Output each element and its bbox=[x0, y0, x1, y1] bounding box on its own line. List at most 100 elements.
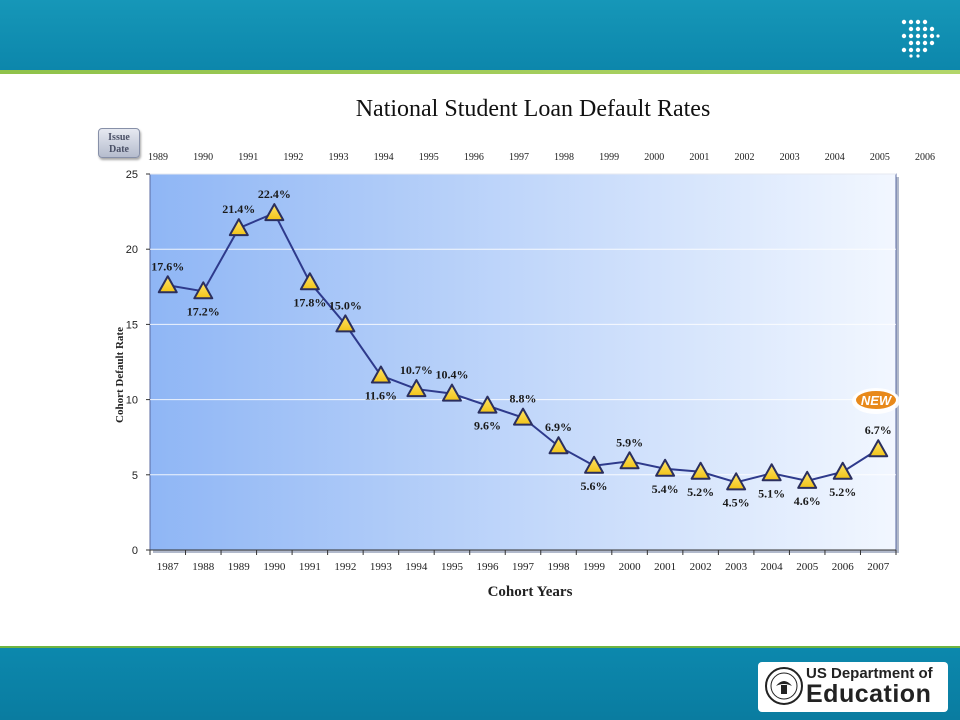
data-point-marker bbox=[761, 463, 782, 482]
data-label: 17.6% bbox=[151, 259, 184, 273]
issue-year-label: 1995 bbox=[419, 152, 439, 163]
data-label: 10.4% bbox=[435, 368, 468, 382]
y-axis-label: Cohort Default Rate bbox=[114, 327, 126, 423]
y-tick-label: 25 bbox=[126, 169, 138, 181]
data-label: 5.6% bbox=[581, 479, 608, 493]
data-point-marker bbox=[157, 275, 178, 294]
data-point-marker bbox=[584, 455, 605, 474]
x-tick-label: 1996 bbox=[476, 561, 499, 573]
data-point-marker bbox=[548, 436, 569, 455]
x-tick-label: 2002 bbox=[690, 561, 712, 573]
issue-date-label: Issue Date bbox=[98, 128, 140, 158]
svg-text:NEW: NEW bbox=[861, 393, 893, 408]
data-label: 6.9% bbox=[545, 420, 572, 434]
issue-year-label: 1993 bbox=[328, 152, 348, 163]
x-tick-label: 2005 bbox=[796, 561, 819, 573]
header-band bbox=[0, 0, 960, 72]
data-point-marker bbox=[655, 458, 676, 477]
x-axis-label: Cohort Years bbox=[488, 584, 573, 600]
data-point-marker bbox=[477, 395, 498, 414]
issue-year-label: 1997 bbox=[509, 152, 529, 163]
data-point-marker bbox=[370, 365, 391, 384]
x-tick-label: 1989 bbox=[228, 561, 251, 573]
data-label: 9.6% bbox=[474, 419, 501, 433]
x-tick-label: 2004 bbox=[761, 561, 784, 573]
x-tick-label: 2001 bbox=[654, 561, 676, 573]
data-label: 5.4% bbox=[652, 482, 679, 496]
x-tick-label: 1990 bbox=[263, 561, 286, 573]
x-tick-label: 1999 bbox=[583, 561, 606, 573]
x-tick-label: 1988 bbox=[192, 561, 215, 573]
data-point-marker bbox=[513, 407, 533, 426]
data-label: 4.6% bbox=[794, 494, 821, 508]
data-label: 22.4% bbox=[258, 187, 291, 201]
footer-accent-stripe bbox=[0, 646, 960, 649]
data-point-marker bbox=[690, 461, 711, 480]
x-tick-label: 1987 bbox=[157, 561, 180, 573]
data-label: 17.8% bbox=[293, 295, 326, 309]
data-label: 8.8% bbox=[510, 392, 537, 406]
chart-title: National Student Loan Default Rates bbox=[355, 96, 711, 122]
issue-year-label: 2006 bbox=[915, 152, 935, 163]
x-tick-label: 1997 bbox=[512, 561, 535, 573]
org-line2: Education bbox=[806, 680, 932, 708]
data-point-marker bbox=[832, 461, 853, 480]
data-label: 21.4% bbox=[222, 202, 255, 216]
issue-year-label: 2001 bbox=[689, 152, 709, 163]
data-point-marker bbox=[299, 272, 320, 291]
y-tick-label: 10 bbox=[126, 395, 138, 407]
issue-year-label: 2004 bbox=[825, 152, 845, 163]
x-tick-label: 2006 bbox=[832, 561, 855, 573]
data-point-marker bbox=[406, 379, 427, 398]
line-chart: 0 5 10 15 20 25 1987 1988 1989 1990 1991 1992 1993 1… bbox=[114, 152, 935, 600]
issue-year-label: 2002 bbox=[735, 152, 755, 163]
data-point-marker bbox=[193, 281, 214, 300]
issue-year-label: 1998 bbox=[554, 152, 574, 163]
x-tick-label: 2007 bbox=[867, 561, 890, 573]
new-badge: NEW bbox=[852, 388, 900, 414]
issue-year-label: 2000 bbox=[644, 152, 664, 163]
issue-year-label: 1999 bbox=[599, 152, 619, 163]
data-label: 10.7% bbox=[400, 363, 433, 377]
y-tick-label: 0 bbox=[132, 545, 138, 557]
data-label: 5.2% bbox=[687, 485, 714, 499]
x-tick-label: 1991 bbox=[299, 561, 321, 573]
data-point-marker bbox=[228, 218, 249, 237]
data-point-marker bbox=[264, 203, 285, 222]
issue-year-label: 1990 bbox=[193, 152, 213, 163]
y-tick-label: 20 bbox=[126, 244, 138, 256]
x-tick-label: 2000 bbox=[619, 561, 642, 573]
y-tick-label: 5 bbox=[132, 470, 138, 482]
data-point-marker bbox=[797, 470, 818, 489]
x-tick-label: 1992 bbox=[334, 561, 356, 573]
data-point-marker bbox=[619, 451, 640, 470]
x-tick-label: 1998 bbox=[548, 561, 571, 573]
data-label: 11.6% bbox=[365, 389, 397, 403]
issue-year-label: 1989 bbox=[148, 152, 168, 163]
x-tick-label: 1993 bbox=[370, 561, 393, 573]
header-accent-stripe bbox=[0, 70, 960, 74]
issue-year-label: 1991 bbox=[238, 152, 258, 163]
data-label: 5.2% bbox=[829, 485, 856, 499]
data-point-marker bbox=[868, 439, 889, 458]
x-tick-label: 2003 bbox=[725, 561, 748, 573]
data-point-marker bbox=[441, 383, 462, 402]
data-label: 5.9% bbox=[616, 435, 643, 449]
data-label: 4.5% bbox=[723, 495, 750, 509]
data-label: 15.0% bbox=[329, 298, 362, 312]
data-label: 6.7% bbox=[865, 423, 892, 437]
y-tick-label: 15 bbox=[126, 319, 138, 331]
eagle-seal-icon bbox=[765, 667, 803, 705]
issue-year-label: 2005 bbox=[870, 152, 890, 163]
issue-year-label: 1994 bbox=[374, 152, 394, 163]
data-label: 5.1% bbox=[758, 486, 785, 500]
x-tick-label: 1995 bbox=[441, 561, 464, 573]
issue-year-label: 2003 bbox=[780, 152, 800, 163]
x-tick-label: 1994 bbox=[405, 561, 428, 573]
dot-grid-logo-icon bbox=[901, 19, 940, 58]
data-point-marker bbox=[335, 314, 356, 333]
issue-year-label: 1992 bbox=[283, 152, 303, 163]
data-label: 17.2% bbox=[187, 304, 220, 318]
issue-year-label: 1996 bbox=[464, 152, 484, 163]
org-line1: US Department of bbox=[806, 665, 933, 682]
